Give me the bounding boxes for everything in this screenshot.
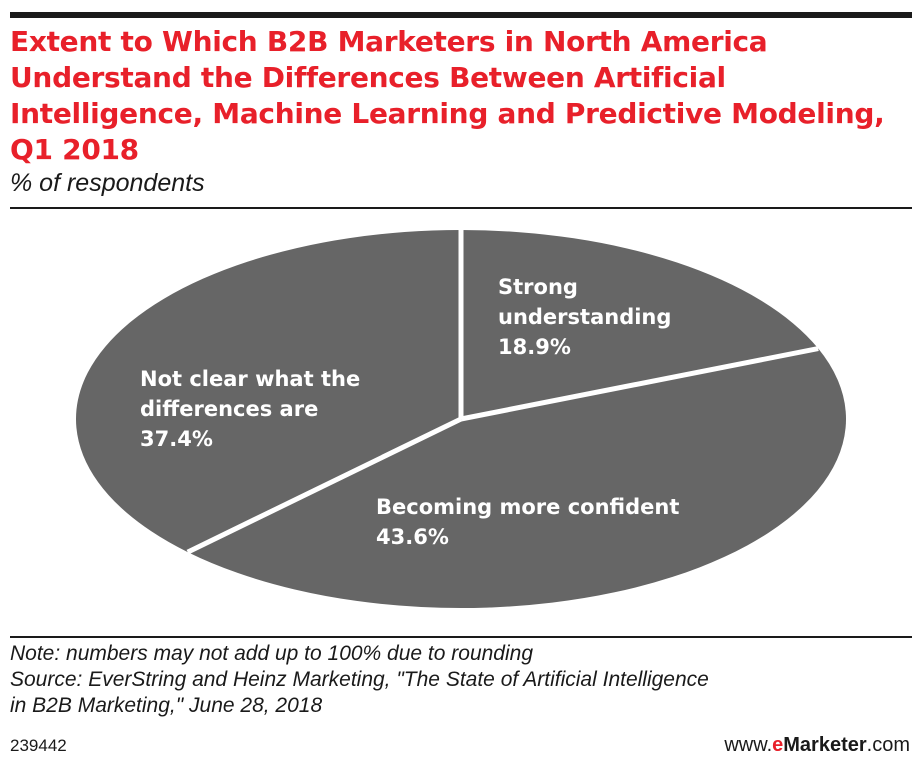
slice-category-label: Strong bbox=[498, 275, 578, 299]
source-line-1: Source: EverString and Heinz Marketing, … bbox=[10, 668, 709, 691]
slice-value-label: 43.6% bbox=[376, 525, 449, 549]
chart-id: 239442 bbox=[10, 736, 67, 755]
brand-name: Marketer bbox=[783, 734, 867, 756]
chart-subtitle: % of respondents bbox=[10, 169, 205, 197]
footer-divider bbox=[10, 636, 912, 638]
slice-value-label: 37.4% bbox=[140, 427, 213, 451]
chart-source: Source: EverString and Heinz Marketing, … bbox=[10, 667, 910, 719]
chart-title: Extent to Which B2B Marketers in North A… bbox=[10, 25, 885, 166]
pie-slices bbox=[75, 230, 847, 609]
slice-separator-3 bbox=[186, 416, 463, 555]
pie-slice-3 bbox=[75, 230, 461, 553]
slice-label-3: Not clear what the differences are 37.4% bbox=[140, 367, 360, 451]
brand-e: e bbox=[772, 734, 784, 756]
slice-category-label: differences are bbox=[140, 397, 318, 421]
brand-prefix: www. bbox=[724, 734, 773, 756]
pie-labels: Strong understanding 18.9% Becoming more co… bbox=[140, 275, 679, 549]
pie-slice-2 bbox=[187, 348, 847, 609]
slice-category-label: Not clear what the bbox=[140, 367, 360, 391]
slice-category-label: Becoming more confident bbox=[376, 495, 679, 519]
top-rule bbox=[10, 12, 912, 18]
pie-chart: Strong understanding 18.9% Becoming more co… bbox=[75, 230, 847, 609]
header-divider bbox=[10, 207, 912, 209]
slice-label-1: Strong understanding 18.9% bbox=[498, 275, 671, 359]
brand-suffix: .com bbox=[866, 734, 910, 756]
slice-separator-2 bbox=[460, 346, 819, 422]
source-line-2: in B2B Marketing," June 28, 2018 bbox=[10, 694, 323, 717]
slice-label-2: Becoming more confident 43.6% bbox=[376, 495, 679, 549]
slice-category-label: understanding bbox=[498, 305, 671, 329]
slice-value-label: 18.9% bbox=[498, 335, 571, 359]
pie-slice-1 bbox=[461, 230, 819, 419]
brand-logo[interactable]: www.eMarketer.com bbox=[724, 734, 910, 757]
chart-note: Note: numbers may not add up to 100% due… bbox=[10, 642, 534, 665]
